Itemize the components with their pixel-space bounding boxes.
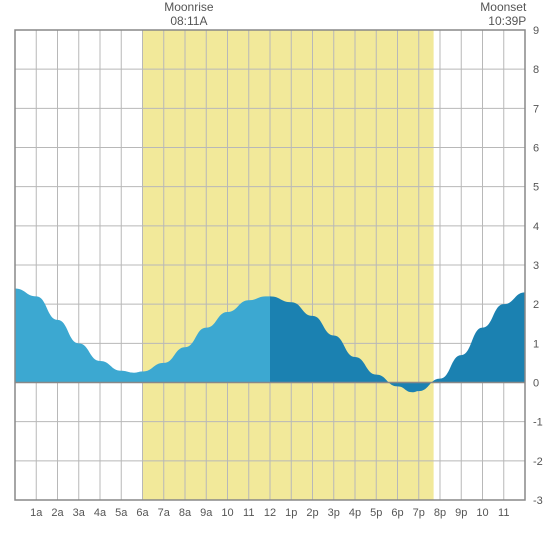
x-tick-label: 6a <box>136 507 149 519</box>
moonrise-label: Moonrise <box>164 0 213 14</box>
chart-svg: -3-2-101234567891a2a3a4a5a6a7a8a9a101112… <box>0 0 550 550</box>
moonset-label: Moonset <box>480 0 526 14</box>
moonset-header: Moonset 10:39P <box>466 0 526 29</box>
x-tick-label: 7a <box>158 507 171 519</box>
x-tick-label: 8p <box>434 507 446 519</box>
y-tick-label: 4 <box>533 221 539 233</box>
x-tick-label: 9a <box>200 507 213 519</box>
x-tick-label: 5p <box>370 507 382 519</box>
y-tick-label: 0 <box>533 378 539 390</box>
y-tick-label: 3 <box>533 260 539 272</box>
x-tick-label: 8a <box>179 507 192 519</box>
x-tick-label: 4a <box>94 507 107 519</box>
moonset-time: 10:39P <box>488 14 526 28</box>
x-tick-label: 6p <box>391 507 403 519</box>
x-tick-label: 3a <box>73 507 86 519</box>
x-tick-label: 2p <box>306 507 318 519</box>
x-tick-label: 4p <box>349 507 361 519</box>
y-tick-label: -3 <box>533 495 543 507</box>
y-tick-label: 9 <box>533 25 539 37</box>
y-tick-label: -2 <box>533 456 543 468</box>
y-tick-label: 8 <box>533 64 539 76</box>
y-tick-label: 5 <box>533 182 539 194</box>
x-tick-label: 9p <box>455 507 467 519</box>
x-tick-label: 11 <box>498 507 509 519</box>
tide-chart: Moonrise 08:11A Moonset 10:39P -3-2-1012… <box>0 0 550 550</box>
x-tick-label: 10 <box>221 507 233 519</box>
x-tick-label: 1p <box>285 507 297 519</box>
x-tick-label: 3p <box>328 507 340 519</box>
x-tick-label: 2a <box>51 507 64 519</box>
y-tick-label: 1 <box>533 338 539 350</box>
x-tick-label: 1a <box>30 507 43 519</box>
x-tick-label: 10 <box>476 507 488 519</box>
y-tick-label: 7 <box>533 103 539 115</box>
x-tick-label: 7p <box>413 507 425 519</box>
x-tick-label: 11 <box>243 507 254 519</box>
y-tick-label: 6 <box>533 143 539 155</box>
x-tick-label: 12 <box>264 507 276 519</box>
moonrise-header: Moonrise 08:11A <box>159 0 219 29</box>
y-tick-label: 2 <box>533 299 539 311</box>
y-tick-label: -1 <box>533 417 543 429</box>
x-tick-label: 5a <box>115 507 128 519</box>
moonrise-time: 08:11A <box>170 14 207 28</box>
